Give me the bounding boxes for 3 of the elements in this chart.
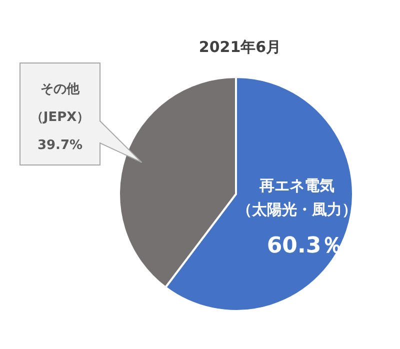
data-label: 39.7% xyxy=(37,138,83,153)
slice-label: その他（JEPX） xyxy=(30,82,90,125)
chart-title: 2021年6月 xyxy=(198,38,282,56)
